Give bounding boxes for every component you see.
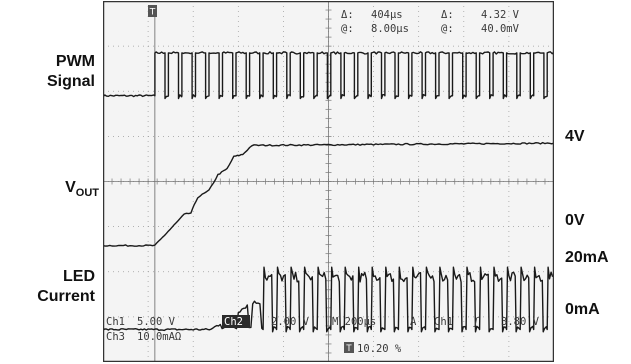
label-4v: 4V bbox=[565, 128, 585, 145]
status-trig-source: Ch1 bbox=[434, 316, 453, 328]
screen-border bbox=[103, 1, 554, 362]
led-label-line1: LED bbox=[63, 268, 95, 285]
traces bbox=[103, 51, 554, 333]
vout-label-sub: OUT bbox=[75, 187, 99, 200]
label-0ma: 0mA bbox=[565, 301, 600, 318]
status-trig-mode: A bbox=[410, 316, 417, 328]
cursor-delta-time: 404µs bbox=[371, 9, 403, 21]
trace-vout bbox=[103, 141, 554, 247]
status-trig-slope-icon: ʃ bbox=[473, 316, 480, 328]
vout-label: VOUT bbox=[5, 178, 99, 203]
svg-text:T: T bbox=[149, 8, 156, 18]
status-ch1-scale: 5.00 V bbox=[137, 316, 176, 328]
svg-text:T: T bbox=[345, 344, 352, 354]
status-ch2: Ch2 bbox=[224, 316, 243, 328]
led-current-label: LED Current bbox=[5, 267, 95, 307]
status-ch3-scale: 10.0mAΩ bbox=[137, 331, 181, 343]
pwm-label-line1: PWM bbox=[55, 53, 95, 70]
trigger-position-icon: T bbox=[344, 342, 354, 354]
label-0v: 0V bbox=[565, 212, 585, 229]
cursor-delta-symbol-2: Δ: bbox=[441, 9, 454, 21]
cursor-delta-volt: 4.32 V bbox=[481, 9, 520, 21]
status-trig-level: 3.80 V bbox=[501, 316, 540, 328]
trace-pwm-signal bbox=[103, 51, 554, 100]
cursor-at-time: 8.00µs bbox=[371, 23, 409, 35]
status-ch1: Ch1 bbox=[106, 316, 125, 328]
trace-led-current bbox=[103, 266, 554, 333]
label-20ma: 20mA bbox=[565, 249, 609, 266]
cursor-delta-symbol-1: Δ: bbox=[341, 9, 354, 21]
status-ch2-box bbox=[222, 315, 250, 328]
cursor-at-volt: 40.0mV bbox=[481, 23, 520, 35]
vout-label-main: V bbox=[65, 179, 76, 196]
pwm-signal-label: PWM Signal bbox=[5, 52, 95, 92]
led-label-line2: Current bbox=[37, 288, 95, 305]
graticule bbox=[103, 1, 554, 362]
cursor-at-symbol-1: @: bbox=[341, 23, 354, 35]
status-ch2-scale: 2.00 V bbox=[271, 316, 310, 328]
cursor-at-symbol-2: @: bbox=[441, 23, 454, 35]
status-ch3: Ch3 bbox=[106, 331, 125, 343]
pwm-label-line2: Signal bbox=[46, 73, 95, 90]
status-trigger-position: 10.20 % bbox=[357, 343, 402, 355]
oscilloscope-screen: T Δ: 404µs Δ: 4.32 V @: 8.00µs @: 40.0mV… bbox=[103, 1, 554, 362]
status-timebase: M 200µs bbox=[332, 316, 376, 328]
trigger-marker: T bbox=[148, 5, 157, 18]
